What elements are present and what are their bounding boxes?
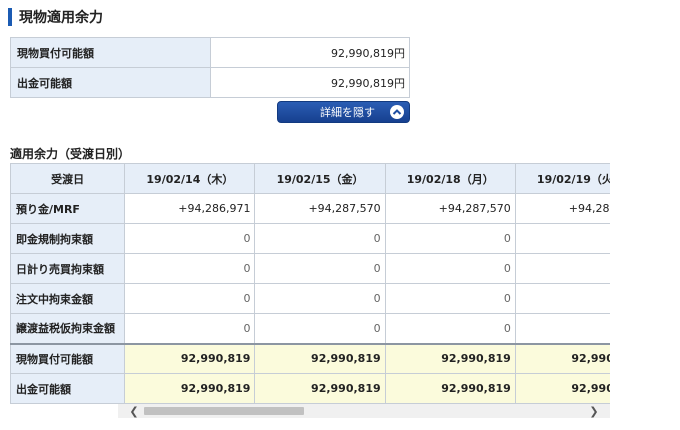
date-header: 19/02/14（木） <box>124 163 256 194</box>
section-subtitle: 適用余力（受渡日別） <box>10 147 131 161</box>
cell-value: 0 <box>384 253 516 284</box>
cell-value: 0 <box>124 223 256 254</box>
cell-value: 0 <box>254 253 386 284</box>
chevron-right-icon[interactable]: ❯ <box>589 404 599 418</box>
cell-value: 0 <box>124 253 256 284</box>
row-label: 譲渡益税仮拘束金額 <box>10 313 126 344</box>
summary-row: 出金可能額 92,990,819円 <box>10 67 410 98</box>
cell-value: 0 <box>514 253 610 284</box>
cell-value: +94,287,570 <box>514 193 610 224</box>
grid-header-row: 受渡日 19/02/14（木） 19/02/15（金） 19/02/18（月） … <box>10 163 610 194</box>
hide-details-label: 詳細を隠す <box>320 106 375 119</box>
cell-value: +94,287,570 <box>384 193 516 224</box>
balance-grid-viewport: 受渡日 19/02/14（木） 19/02/15（金） 19/02/18（月） … <box>10 163 610 404</box>
cell-value: 0 <box>124 283 256 314</box>
cell-value: 0 <box>254 283 386 314</box>
row-label: 現物買付可能額 <box>10 342 126 374</box>
cell-value: 92,990,819 <box>514 342 610 374</box>
table-row: 預り金/MRF +94,286,971 +94,287,570 +94,287,… <box>10 193 610 224</box>
horizontal-scrollbar[interactable]: ❮ ❯ <box>118 404 610 418</box>
row-label: 出金可能額 <box>10 373 126 404</box>
table-row: 日計り売買拘束額 0 0 0 0 <box>10 253 610 284</box>
cell-value: 0 <box>124 313 256 344</box>
summary-table: 現物買付可能額 92,990,819円 出金可能額 92,990,819円 <box>10 37 410 98</box>
row-label: 預り金/MRF <box>10 193 126 224</box>
cell-value: 92,990,819 <box>514 373 610 404</box>
cell-value: 0 <box>254 223 386 254</box>
cell-value: 92,990,819 <box>384 342 516 374</box>
cell-value: 0 <box>514 283 610 314</box>
chevron-left-icon[interactable]: ❮ <box>129 404 139 418</box>
summary-value: 92,990,819円 <box>210 67 410 98</box>
date-header: 19/02/18（月） <box>384 163 516 194</box>
row-label: 即金規制拘束額 <box>10 223 126 254</box>
cell-value: +94,287,570 <box>254 193 386 224</box>
row-label: 日計り売買拘束額 <box>10 253 126 284</box>
cell-value: 0 <box>384 283 516 314</box>
cell-value: 0 <box>384 223 516 254</box>
table-row: 現物買付可能額 92,990,819 92,990,819 92,990,819… <box>10 342 610 374</box>
scrollbar-thumb[interactable] <box>144 407 304 415</box>
title-accent-bar <box>8 8 12 26</box>
cell-value: 0 <box>384 313 516 344</box>
cell-value: 92,990,819 <box>124 373 256 404</box>
date-header: 19/02/19（火） <box>514 163 610 194</box>
cell-value: 0 <box>514 313 610 344</box>
summary-row: 現物買付可能額 92,990,819円 <box>10 37 410 68</box>
table-row: 注文中拘束金額 0 0 0 0 <box>10 283 610 314</box>
summary-label: 出金可能額 <box>10 67 211 98</box>
chevron-up-icon <box>390 105 404 119</box>
cell-value: 92,990,819 <box>254 342 386 374</box>
summary-value: 92,990,819円 <box>210 37 410 68</box>
table-row: 即金規制拘束額 0 0 0 0 <box>10 223 610 254</box>
corner-header: 受渡日 <box>10 163 126 194</box>
cell-value: +94,286,971 <box>124 193 256 224</box>
cell-value: 92,990,819 <box>254 373 386 404</box>
date-header: 19/02/15（金） <box>254 163 386 194</box>
table-row: 出金可能額 92,990,819 92,990,819 92,990,819 9… <box>10 373 610 404</box>
cell-value: 92,990,819 <box>384 373 516 404</box>
row-label: 注文中拘束金額 <box>10 283 126 314</box>
table-row: 譲渡益税仮拘束金額 0 0 0 0 <box>10 313 610 344</box>
summary-label: 現物買付可能額 <box>10 37 211 68</box>
hide-details-button[interactable]: 詳細を隠す <box>277 101 410 123</box>
page-title-block: 現物適用余力 <box>8 8 103 26</box>
cell-value: 0 <box>514 223 610 254</box>
page-title: 現物適用余力 <box>19 10 103 26</box>
cell-value: 92,990,819 <box>124 342 256 374</box>
balance-grid: 受渡日 19/02/14（木） 19/02/15（金） 19/02/18（月） … <box>10 163 610 404</box>
cell-value: 0 <box>254 313 386 344</box>
